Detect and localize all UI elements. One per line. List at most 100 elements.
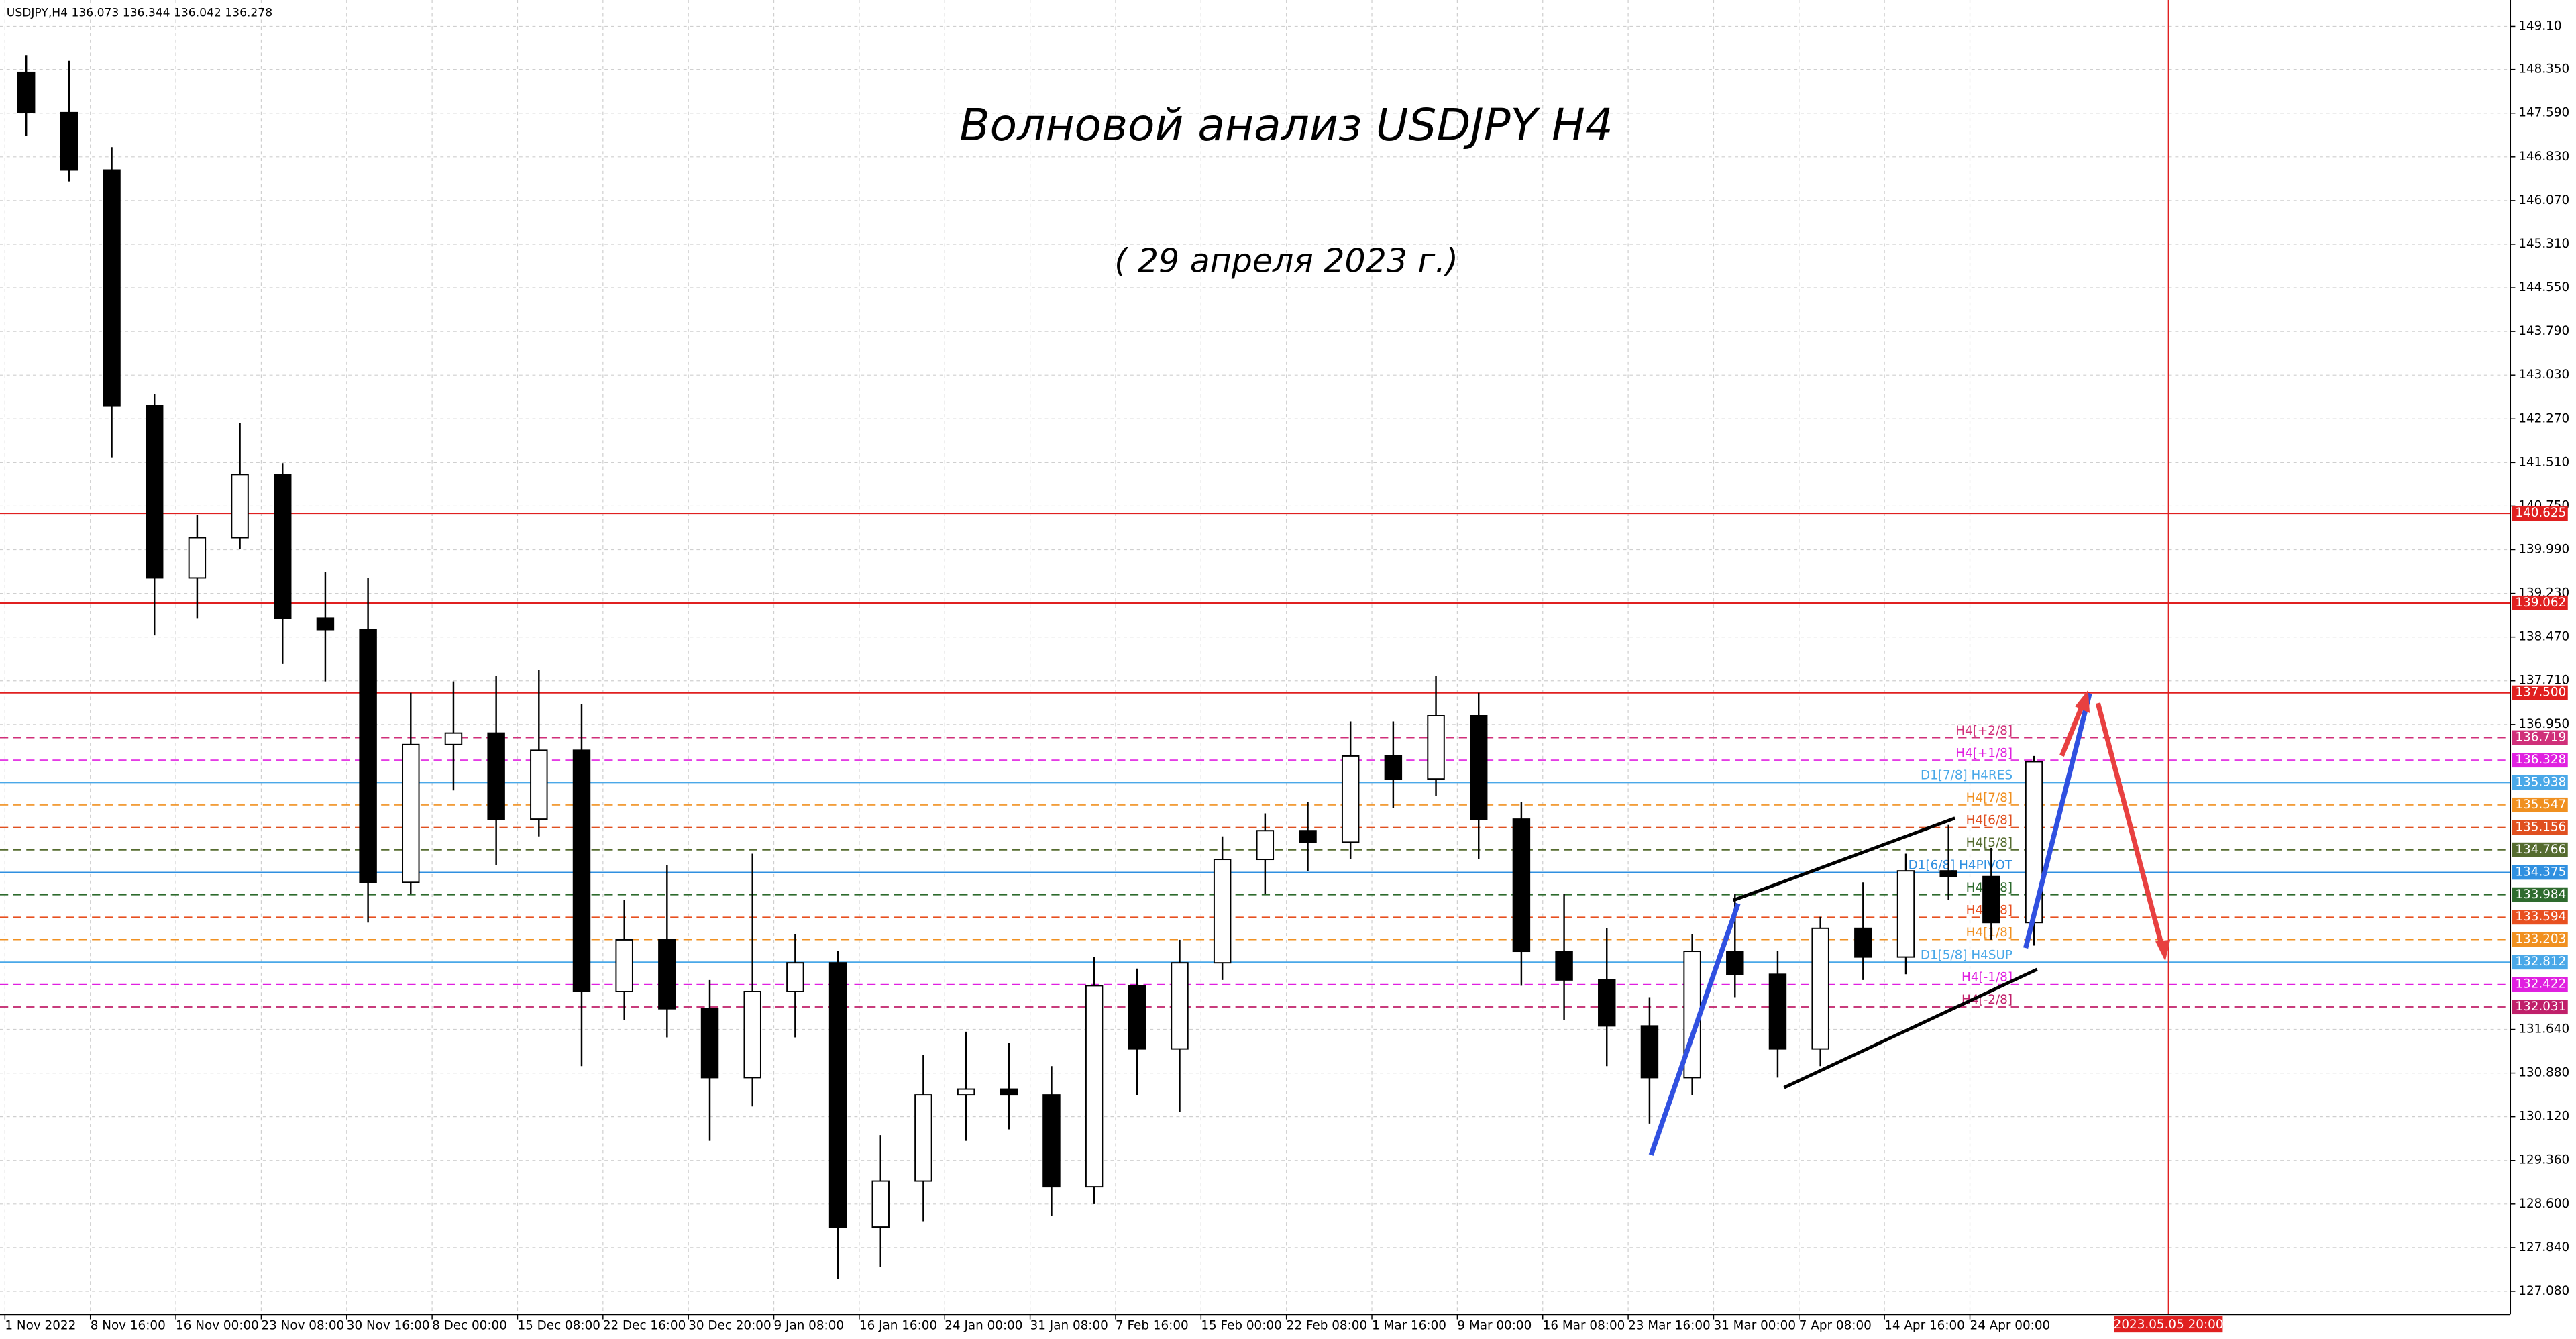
candle-body bbox=[1256, 830, 1275, 861]
candle-body bbox=[188, 537, 207, 579]
level-tag bbox=[2512, 887, 2568, 902]
y-tick-label: 143.790 bbox=[2518, 324, 2569, 338]
axes: 149.10 148.350 147.590 146.830 146.070 145.31… bbox=[4, 19, 2569, 1332]
candle-body bbox=[1896, 870, 1915, 958]
y-tick-label: 144.550 bbox=[2518, 280, 2569, 294]
level-tag-label: 135.156 bbox=[2515, 820, 2566, 834]
x-tick-label: 22 Feb 08:00 bbox=[1287, 1318, 1367, 1332]
candle-body bbox=[572, 749, 591, 992]
chart-subtitle: ( 29 апреля 2023 г.) bbox=[1114, 242, 1458, 280]
candle-body bbox=[1598, 979, 1616, 1027]
level-tag-label: 135.938 bbox=[2515, 775, 2566, 789]
level-tag-label: 134.375 bbox=[2515, 865, 2566, 879]
level-tag bbox=[2512, 753, 2568, 768]
x-tick-label: 16 Mar 08:00 bbox=[1543, 1318, 1625, 1332]
level-name: D1[7/8] H4RES bbox=[1921, 769, 2012, 783]
candle-body bbox=[615, 939, 633, 992]
wave-line bbox=[2023, 692, 2092, 949]
y-tick-label: 149.10 bbox=[2518, 19, 2561, 33]
candle-body bbox=[274, 474, 292, 619]
level-name: H4[7/8] bbox=[1966, 791, 2012, 805]
x-tick-label: 16 Jan 16:00 bbox=[859, 1318, 937, 1332]
level-tag-label: 133.594 bbox=[2515, 910, 2566, 924]
level-tag bbox=[2512, 910, 2568, 925]
x-tick-label: 31 Jan 08:00 bbox=[1030, 1318, 1108, 1332]
level-tag bbox=[2512, 955, 2568, 970]
level-name: H4[+2/8] bbox=[1955, 724, 2012, 738]
y-tick-label: 146.070 bbox=[2518, 193, 2569, 207]
level-tag bbox=[2512, 977, 2568, 992]
y-tick-label: 127.080 bbox=[2518, 1284, 2569, 1298]
channel-line bbox=[1783, 967, 2038, 1089]
time-marker-label: 2023.05.05 20:00 bbox=[2114, 1318, 2224, 1332]
level-tag bbox=[2512, 730, 2568, 745]
x-tick-label: 7 Apr 08:00 bbox=[1799, 1318, 1872, 1332]
candle-body bbox=[402, 743, 420, 883]
candle-body bbox=[316, 617, 335, 631]
candle-body bbox=[17, 71, 36, 113]
x-tick-label: 9 Mar 00:00 bbox=[1457, 1318, 1532, 1332]
level-name: D1[6/8] H4PIVOT bbox=[1909, 859, 2013, 873]
candle-body bbox=[530, 749, 548, 820]
level-tag bbox=[2512, 932, 2568, 947]
candle-body bbox=[828, 962, 847, 1228]
candle-body bbox=[743, 991, 761, 1079]
y-tick-label: 143.030 bbox=[2518, 368, 2569, 382]
candle-body bbox=[871, 1180, 890, 1228]
x-tick-label: 30 Nov 16:00 bbox=[347, 1318, 430, 1332]
level-tag-label: 134.766 bbox=[2515, 843, 2566, 857]
x-tick-label: 14 Apr 16:00 bbox=[1884, 1318, 1965, 1332]
level-tag-label: 133.984 bbox=[2515, 888, 2566, 902]
arrow-head bbox=[2075, 690, 2090, 713]
y-tick-label: 136.950 bbox=[2518, 717, 2569, 731]
candle-body bbox=[145, 405, 164, 579]
chart-title: Волновой анализ USDJPY H4 bbox=[959, 99, 1613, 151]
horizontal-line-tag bbox=[2512, 685, 2568, 700]
x-tick-label: 30 Dec 20:00 bbox=[688, 1318, 771, 1332]
y-tick-label: 129.360 bbox=[2518, 1153, 2569, 1167]
y-tick-label: 145.310 bbox=[2518, 237, 2569, 251]
candle-body bbox=[1768, 973, 1787, 1050]
candle-body bbox=[1982, 875, 2000, 924]
candle-body bbox=[1427, 714, 1445, 780]
level-name: D1[5/8] H4SUP bbox=[1921, 948, 2012, 962]
level-name: H4[6/8] bbox=[1966, 814, 2012, 828]
candle-body bbox=[1640, 1025, 1659, 1079]
y-tick-label: 131.640 bbox=[2518, 1022, 2569, 1036]
x-tick-label: 7 Feb 16:00 bbox=[1116, 1318, 1189, 1332]
candle-body bbox=[1042, 1094, 1061, 1188]
arrow-head bbox=[2155, 939, 2171, 961]
level-tag-label: 136.328 bbox=[2515, 753, 2566, 767]
x-tick-label: 1 Nov 2022 bbox=[5, 1318, 76, 1332]
candle-body bbox=[1341, 755, 1360, 843]
horizontal-line-tag-label: 137.500 bbox=[2515, 686, 2566, 700]
x-tick-label: 16 Nov 00:00 bbox=[176, 1318, 259, 1332]
level-tag-label: 132.031 bbox=[2515, 1000, 2566, 1014]
candle-body bbox=[914, 1094, 932, 1182]
candle-body bbox=[231, 474, 249, 539]
y-tick-label: 128.600 bbox=[2518, 1197, 2569, 1211]
horizontal-line-tag bbox=[2512, 595, 2568, 610]
level-name: H4[1/8] bbox=[1966, 926, 2012, 940]
drawings bbox=[1648, 690, 2171, 1156]
level-tag bbox=[2512, 1000, 2568, 1015]
level-tag-label: 136.719 bbox=[2515, 731, 2566, 745]
wave-line bbox=[1648, 902, 1741, 1156]
x-tick-label: 8 Nov 16:00 bbox=[91, 1318, 166, 1332]
x-tick-label: 8 Dec 00:00 bbox=[432, 1318, 507, 1332]
level-name: H4[-2/8] bbox=[1962, 993, 2012, 1007]
candle-body bbox=[658, 939, 676, 1010]
x-tick-label: 23 Mar 16:00 bbox=[1628, 1318, 1711, 1332]
candle-body bbox=[1512, 818, 1531, 953]
grid bbox=[0, 0, 2511, 1315]
candle-body bbox=[1128, 985, 1146, 1050]
candle-body bbox=[1854, 927, 1872, 958]
x-tick-label: 1 Mar 16:00 bbox=[1372, 1318, 1446, 1332]
level-tag-label: 133.203 bbox=[2515, 932, 2566, 947]
y-tick-label: 139.990 bbox=[2518, 543, 2569, 557]
candle-body bbox=[359, 629, 377, 883]
x-tick-label: 15 Dec 08:00 bbox=[517, 1318, 600, 1332]
level-name: H4[-1/8] bbox=[1962, 971, 2012, 985]
